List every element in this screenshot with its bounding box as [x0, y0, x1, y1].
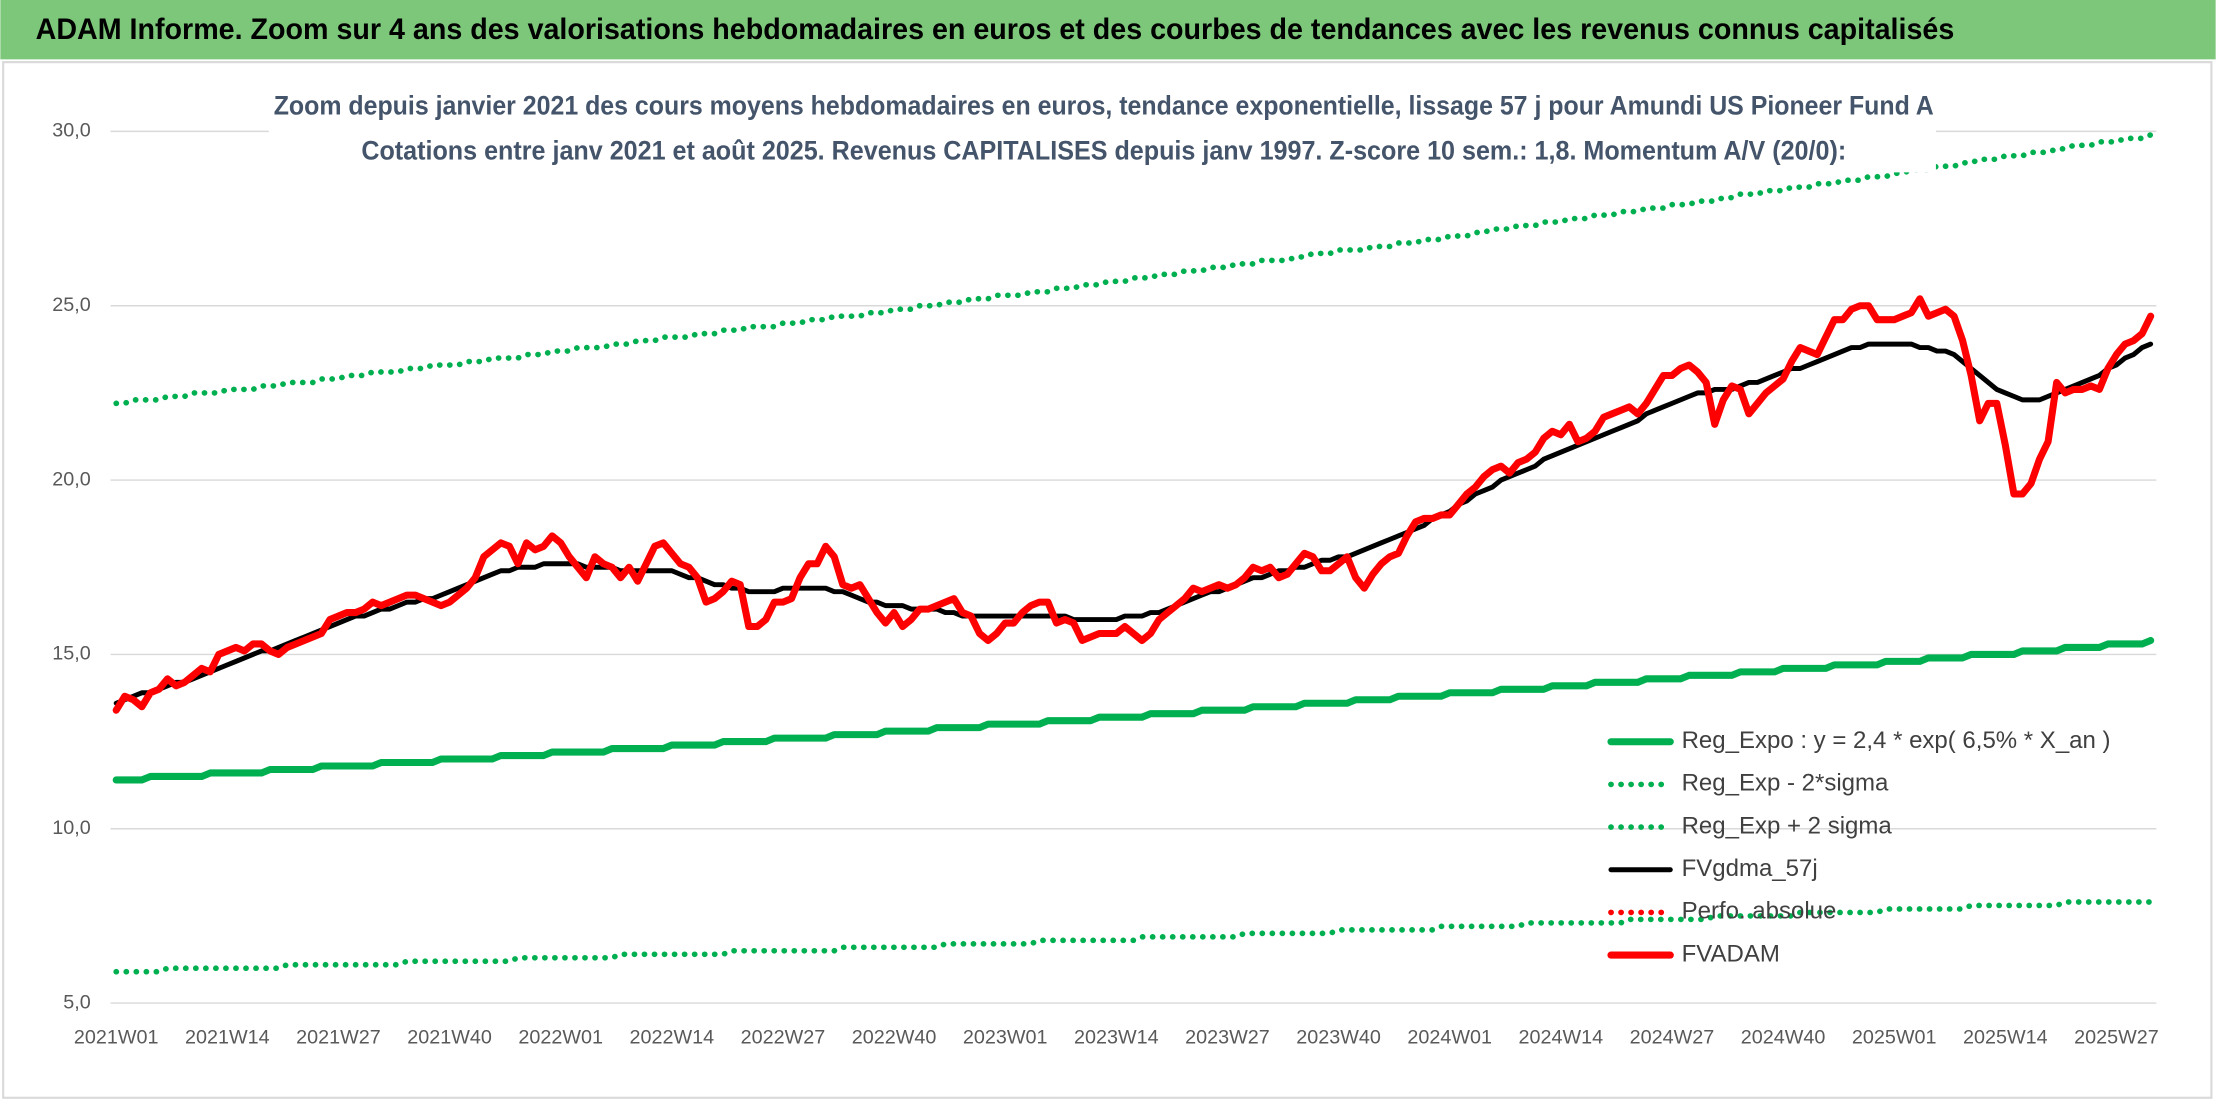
x-tick-label: 2022W01 — [518, 1027, 603, 1049]
x-tick-label: 2021W14 — [185, 1027, 270, 1049]
x-tick-label: 2024W40 — [1741, 1027, 1826, 1049]
legend-label: Reg_Expo : y = 2,4 * exp( 6,5% * X_an ) — [1682, 727, 2111, 754]
x-tick-label: 2022W40 — [852, 1027, 937, 1049]
x-tick-label: 2024W14 — [1519, 1027, 1604, 1049]
x-tick-label: 2023W14 — [1074, 1027, 1159, 1049]
x-tick-label: 2022W27 — [741, 1027, 826, 1049]
y-tick-label: 5,0 — [63, 991, 90, 1013]
series-line — [113, 132, 2154, 407]
series-line — [112, 295, 2155, 714]
y-tick-label: 20,0 — [52, 468, 90, 490]
x-tick-label: 2021W01 — [74, 1027, 159, 1049]
x-tick-label: 2021W40 — [407, 1027, 492, 1049]
y-tick-label: 15,0 — [52, 643, 90, 665]
legend-label: Reg_Exp - 2*sigma — [1682, 770, 1889, 797]
x-tick-label: 2025W27 — [2074, 1027, 2159, 1049]
header-title: ADAM Informe. Zoom sur 4 ans des valoris… — [36, 13, 1955, 46]
chart-title: Zoom depuis janvier 2021 des cours moyen… — [274, 90, 1934, 120]
x-tick-label: 2023W01 — [963, 1027, 1048, 1049]
header-band — [0, 0, 2216, 60]
x-tick-label: 2025W14 — [1963, 1027, 2048, 1049]
series-line — [113, 341, 2154, 706]
y-tick-label: 30,0 — [52, 120, 90, 142]
legend-label: FVADAM — [1682, 940, 1780, 967]
y-tick-label: 10,0 — [52, 817, 90, 839]
legend-label: Perfo. absolue — [1682, 898, 1837, 925]
series-line — [113, 899, 2154, 975]
legend-label: Reg_Exp + 2 sigma — [1682, 812, 1893, 839]
y-tick-label: 25,0 — [52, 294, 90, 316]
series-line — [112, 636, 2155, 784]
plot-area: 5,0 10,0 15,0 20,0 25,0 30,0 2021W01 2021W14 202… — [52, 120, 2158, 1049]
legend-label: FVgdma_57j — [1682, 855, 1818, 882]
x-tick-label: 2023W27 — [1185, 1027, 1270, 1049]
x-tick-label: 2024W01 — [1407, 1027, 1492, 1049]
title-background — [268, 84, 1936, 173]
chart-border — [2, 61, 2213, 1099]
chart-subtitle: Cotations entre janv 2021 et août 2025. … — [361, 136, 1846, 166]
x-tick-label: 2024W27 — [1630, 1027, 1715, 1049]
x-tick-label: 2022W14 — [630, 1027, 715, 1049]
legend: Reg_Expo : y = 2,4 * exp( 6,5% * X_an ) R… — [1607, 727, 2111, 967]
x-tick-label: 2021W27 — [296, 1027, 381, 1049]
x-tick-label: 2025W01 — [1852, 1027, 1937, 1049]
x-tick-label: 2023W40 — [1296, 1027, 1381, 1049]
